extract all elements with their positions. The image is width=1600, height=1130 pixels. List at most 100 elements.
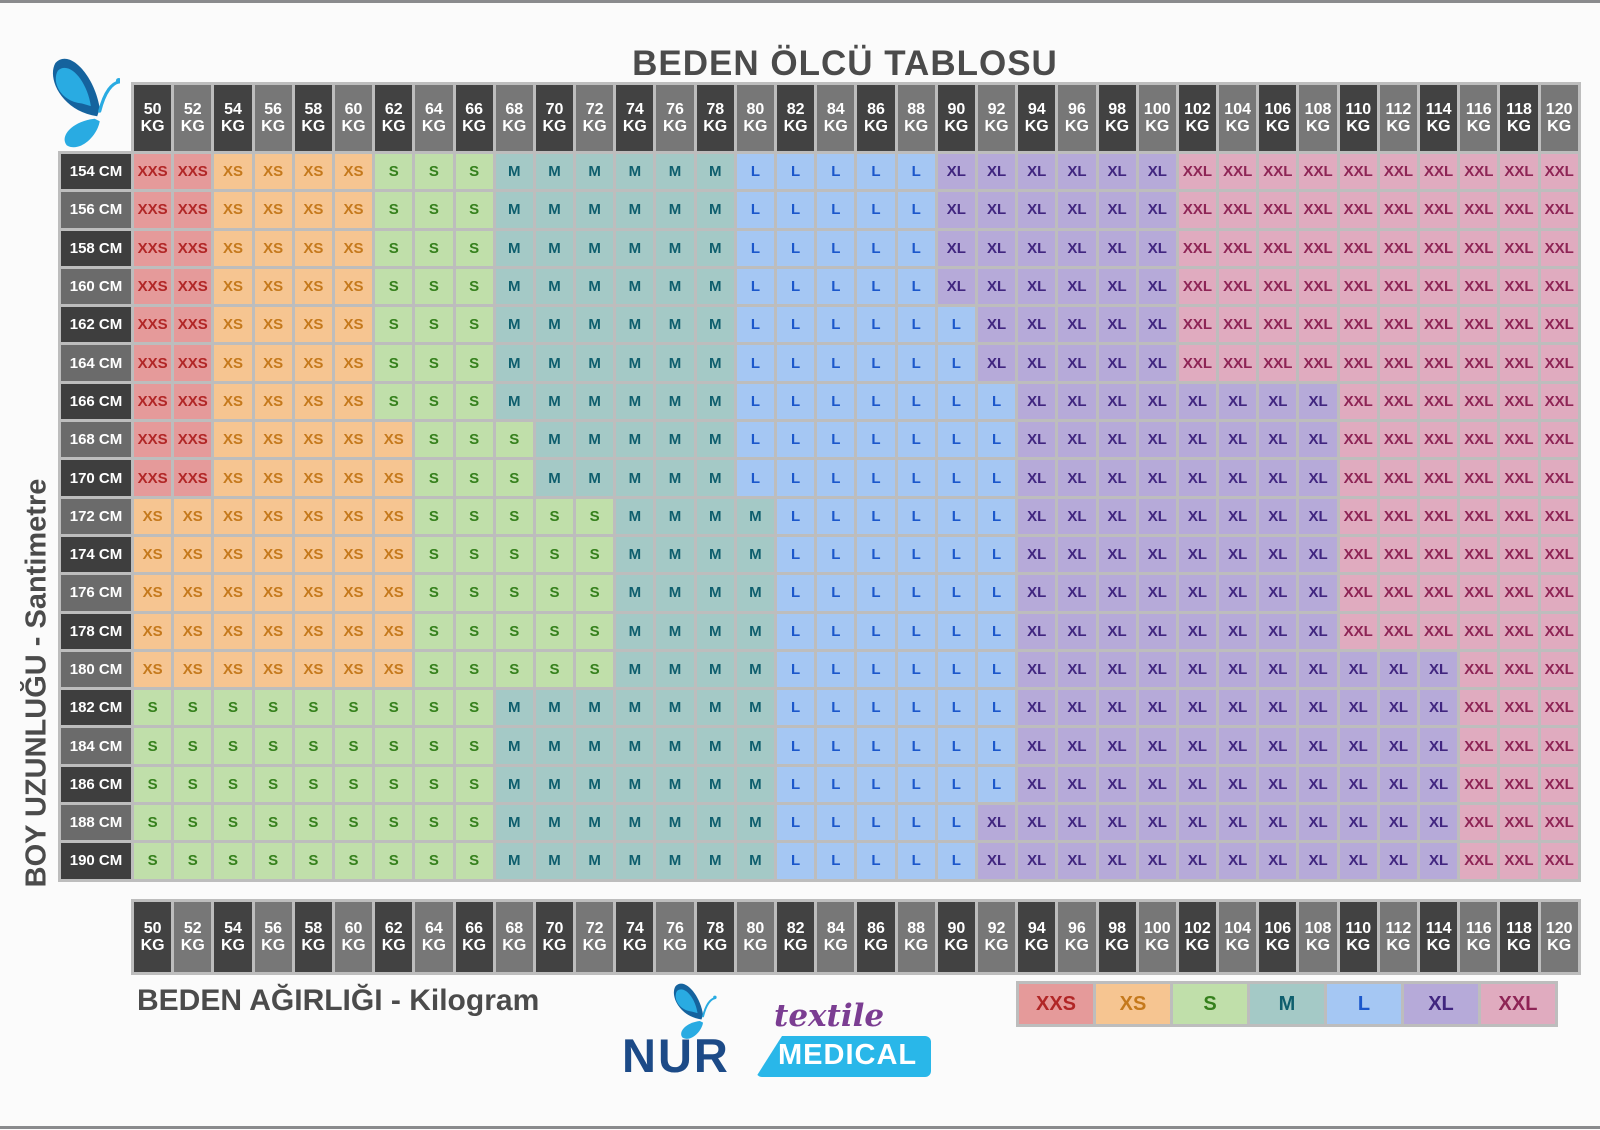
size-cell: S [254, 766, 292, 803]
size-cell: XXS [134, 154, 172, 190]
size-cell: M [656, 536, 694, 573]
weight-header-cell: 114 KG [1420, 902, 1458, 972]
weight-header-cell: 90 KG [937, 902, 975, 972]
size-cell: XS [214, 192, 252, 228]
weight-header-cell: 64 KG [415, 85, 453, 151]
size-cell: L [817, 307, 855, 343]
size-cell: XXL [1540, 460, 1578, 496]
size-cell: M [535, 460, 574, 496]
size-cell: L [857, 268, 895, 305]
size-cell: M [616, 498, 654, 534]
size-cell: M [736, 536, 774, 573]
size-cell: M [696, 651, 734, 688]
weight-header-cell: 92 KG [977, 902, 1016, 972]
size-cell: M [616, 192, 654, 228]
size-cell: S [455, 383, 493, 420]
size-cell: XXL [1219, 192, 1257, 228]
size-cell: XL [937, 154, 975, 190]
size-cell: M [495, 690, 533, 726]
size-cell: XL [1018, 843, 1056, 879]
size-cell: XS [294, 498, 332, 534]
size-cell: XXS [134, 307, 172, 343]
size-cell: XXL [1339, 230, 1377, 266]
size-cell: L [897, 498, 935, 534]
size-cell: XL [1299, 536, 1337, 573]
size-cell: S [495, 422, 533, 458]
size-cell: M [616, 690, 654, 726]
size-cell: S [455, 498, 493, 534]
size-cell: XS [254, 460, 292, 496]
size-cell: XL [1339, 651, 1377, 688]
size-cell: L [736, 192, 774, 228]
size-cell: L [777, 805, 815, 841]
size-cell: S [134, 690, 172, 726]
size-cell: M [656, 307, 694, 343]
size-cell: S [455, 843, 493, 879]
size-cell: XL [1018, 230, 1056, 266]
size-cell: L [817, 498, 855, 534]
size-legend: XXS XS S M L XL XXL [1016, 981, 1558, 1027]
size-cell: XL [1219, 460, 1257, 496]
weight-header-cell: 70 KG [535, 85, 574, 151]
size-cell: M [696, 613, 734, 649]
size-cell: L [977, 728, 1016, 764]
size-cell: XL [977, 843, 1016, 879]
size-cell: XXL [1420, 345, 1458, 381]
size-cell: XL [1178, 728, 1217, 764]
size-cell: XXL [1178, 345, 1217, 381]
size-cell: L [777, 345, 815, 381]
height-header-cell: 172 CM [61, 498, 131, 534]
size-cell: XL [1339, 690, 1377, 726]
size-cell: L [817, 651, 855, 688]
size-cell: M [535, 843, 574, 879]
size-cell: XXL [1460, 307, 1498, 343]
size-cell: S [334, 766, 373, 803]
size-cell: M [495, 307, 533, 343]
weight-header-cell: 118 KG [1500, 902, 1538, 972]
size-cell: S [254, 805, 292, 841]
size-cell: M [696, 154, 734, 190]
size-cell: XXL [1379, 383, 1417, 420]
size-cell: XL [1018, 498, 1056, 534]
size-cell: XXL [1339, 154, 1377, 190]
size-cell: XS [294, 613, 332, 649]
size-cell: L [736, 383, 774, 420]
size-cell: S [455, 307, 493, 343]
weight-header-cell: 72 KG [576, 902, 614, 972]
size-cell: L [857, 805, 895, 841]
size-cell: XXL [1540, 383, 1578, 420]
size-cell: XL [1098, 460, 1136, 496]
size-cell: XL [937, 230, 975, 266]
size-cell: XXL [1339, 383, 1377, 420]
size-cell: S [214, 728, 252, 764]
size-cell: S [334, 690, 373, 726]
size-cell: XS [334, 651, 373, 688]
size-cell: XL [977, 307, 1016, 343]
weight-header-cell: 110 KG [1339, 85, 1377, 151]
size-cell: XL [1018, 268, 1056, 305]
size-cell: XL [1259, 766, 1297, 803]
size-cell: XL [1259, 498, 1297, 534]
size-cell: L [857, 154, 895, 190]
size-cell: XXL [1339, 575, 1377, 611]
size-cell: XL [977, 345, 1016, 381]
size-cell: XL [1259, 575, 1297, 611]
size-cell: L [736, 345, 774, 381]
size-cell: S [495, 536, 533, 573]
size-cell: XXL [1379, 268, 1417, 305]
size-cell: M [495, 766, 533, 803]
size-cell: S [134, 766, 172, 803]
height-header-cell: 166 CM [61, 383, 131, 420]
size-cell: XS [375, 575, 413, 611]
size-cell: M [576, 690, 614, 726]
size-cell: XXL [1500, 498, 1538, 534]
size-cell: XL [1219, 575, 1257, 611]
size-cell: M [495, 728, 533, 764]
size-cell: S [134, 805, 172, 841]
size-cell: L [937, 498, 975, 534]
size-cell: XL [1018, 766, 1056, 803]
size-cell: XL [977, 230, 1016, 266]
size-cell: XL [1018, 307, 1056, 343]
size-cell: XXL [1299, 154, 1337, 190]
size-cell: XXL [1420, 422, 1458, 458]
